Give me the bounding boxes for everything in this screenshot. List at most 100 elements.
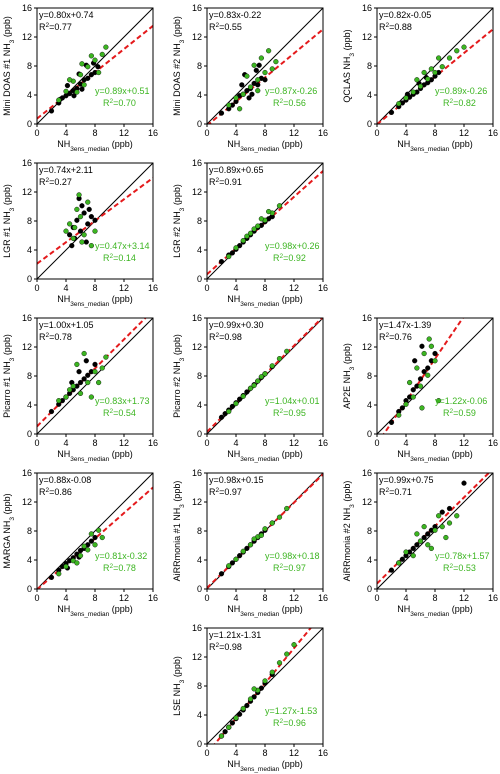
data-point-green [414,77,420,83]
y-tick-label: 4 [197,710,202,720]
black-fit-equation: y=1.47x-1.39 [379,320,431,330]
y-tick-label: 8 [197,526,202,536]
panel-svg: 00 4 4 8 8 12 12 16 16 NH3ens_median (ppb) MARGA N… [2,468,158,618]
green-fit-r2: R2=0.96 [273,718,306,729]
x-tick-label: 4 [233,283,238,293]
x-tick-label: 0 [34,128,39,138]
data-point-green [269,520,275,526]
one-to-one-line [376,7,494,125]
data-point-green [255,223,261,229]
scatter-panel: 0 0 4 4 8 8 12 12 16 16 NH3ens_median (ppb) AiRRmon… [170,465,333,618]
data-point-green [74,206,80,213]
data-point-green [77,553,84,559]
green-fit-r2: R2=0.54 [103,408,136,419]
data-point-green [276,355,283,362]
black-fit-equation: y=0.74x+2.11 [39,165,93,175]
data-point-green [461,44,467,50]
data-point-green [428,66,434,72]
data-point-green [269,669,275,675]
y-tick-label: 16 [22,468,32,478]
data-point-green [414,365,420,371]
data-point-black [388,419,395,426]
data-point-green [63,88,69,94]
data-point-black [461,480,467,486]
data-point-green [266,48,272,54]
y-tick-label: 0 [27,429,32,439]
data-point-black [237,396,243,402]
y-tick-label: 8 [197,681,202,691]
data-point-green [85,379,91,386]
green-fit-r2: R2=0.82 [443,98,476,109]
x-axis-label: NH3ens_median (ppb) [57,139,133,153]
y-tick-label: 12 [192,187,202,197]
x-tick-label: 12 [289,748,299,758]
data-point-green [255,88,261,94]
data-point-green [421,524,427,530]
y-axis-label: AP2E NH3 (ppb) [342,343,356,409]
data-point-green [81,543,87,549]
data-point-green [417,83,424,89]
y-tick-label: 8 [367,61,372,71]
data-point-green [92,542,98,548]
data-point-green [96,69,102,76]
data-point-green [396,101,402,107]
data-point-green [74,89,80,95]
data-point-green [439,64,445,70]
black-fit-equation: y=1.21x-1.31 [209,630,261,640]
panel-svg: 00 4 4 8 8 12 12 16 16 NH3ens_median (ppb) LSE NH3… [172,623,328,773]
data-point-green [240,91,246,97]
panel-svg: 00 4 4 8 8 12 12 16 16 NH3ens_median (ppb) LGR #1 … [2,158,158,308]
x-tick-label: 0 [374,128,379,138]
x-tick-label: 8 [262,128,267,138]
data-point-black [421,369,427,375]
data-point-green [396,560,402,566]
green-fit-r2: R2=0.70 [103,98,136,109]
data-point-black [239,82,245,88]
x-tick-label: 12 [119,283,129,293]
x-axis-label: NH3ens_median (ppb) [57,604,133,618]
y-tick-label: 4 [197,245,202,255]
data-point-green [237,106,243,112]
data-point-green [240,548,246,554]
black-fit-equation: y=0.89x+0.65 [209,165,264,175]
data-point-black [262,77,268,83]
data-point-black [71,93,77,99]
data-point-black [83,358,89,364]
y-tick-label: 0 [197,274,202,284]
panel-svg: 00 4 4 8 8 12 12 16 16 NH3ens_median (ppb) AP2E NH… [342,313,498,463]
data-point-black [419,343,425,349]
x-tick-label: 8 [432,128,437,138]
data-point-green [258,55,264,61]
x-tick-label: 8 [262,593,267,603]
data-point-green [218,733,225,739]
y-tick-label: 4 [27,245,32,255]
scatter-panel: 0 0 4 4 8 8 12 12 16 16 NH3ens_median (ppb) MARGA N… [0,465,163,618]
data-point-green [56,571,62,577]
black-fit-equation: y=0.98x+0.15 [209,475,264,485]
data-point-green [284,651,290,657]
one-to-one-line [36,317,154,435]
data-point-black [410,545,416,552]
y-tick-label: 0 [367,119,372,129]
x-tick-label: 12 [289,283,299,293]
black-fit-r2: R2=0.76 [379,332,412,343]
green-fit-equation: y=0.87x-0.26 [265,86,317,96]
data-point-green [79,61,85,67]
x-tick-label: 0 [374,438,379,448]
data-point-black [76,369,82,375]
y-axis-label: Picarro #2 NH3 (ppb) [172,334,186,418]
data-point-black [229,560,235,566]
data-point-green [419,405,425,411]
data-point-green [247,385,254,391]
x-tick-label: 0 [204,283,209,293]
x-tick-label: 16 [488,128,498,138]
data-point-green [446,520,453,526]
y-tick-label: 16 [192,313,202,323]
y-tick-label: 4 [27,90,32,100]
data-point-black [218,258,225,265]
y-tick-label: 12 [362,497,372,507]
x-tick-label: 4 [403,128,408,138]
data-point-green [262,678,268,684]
panel-svg: 00 4 4 8 8 12 12 16 16 NH3ens_median (ppb) LGR #2 … [172,158,328,308]
x-tick-label: 16 [318,438,328,448]
